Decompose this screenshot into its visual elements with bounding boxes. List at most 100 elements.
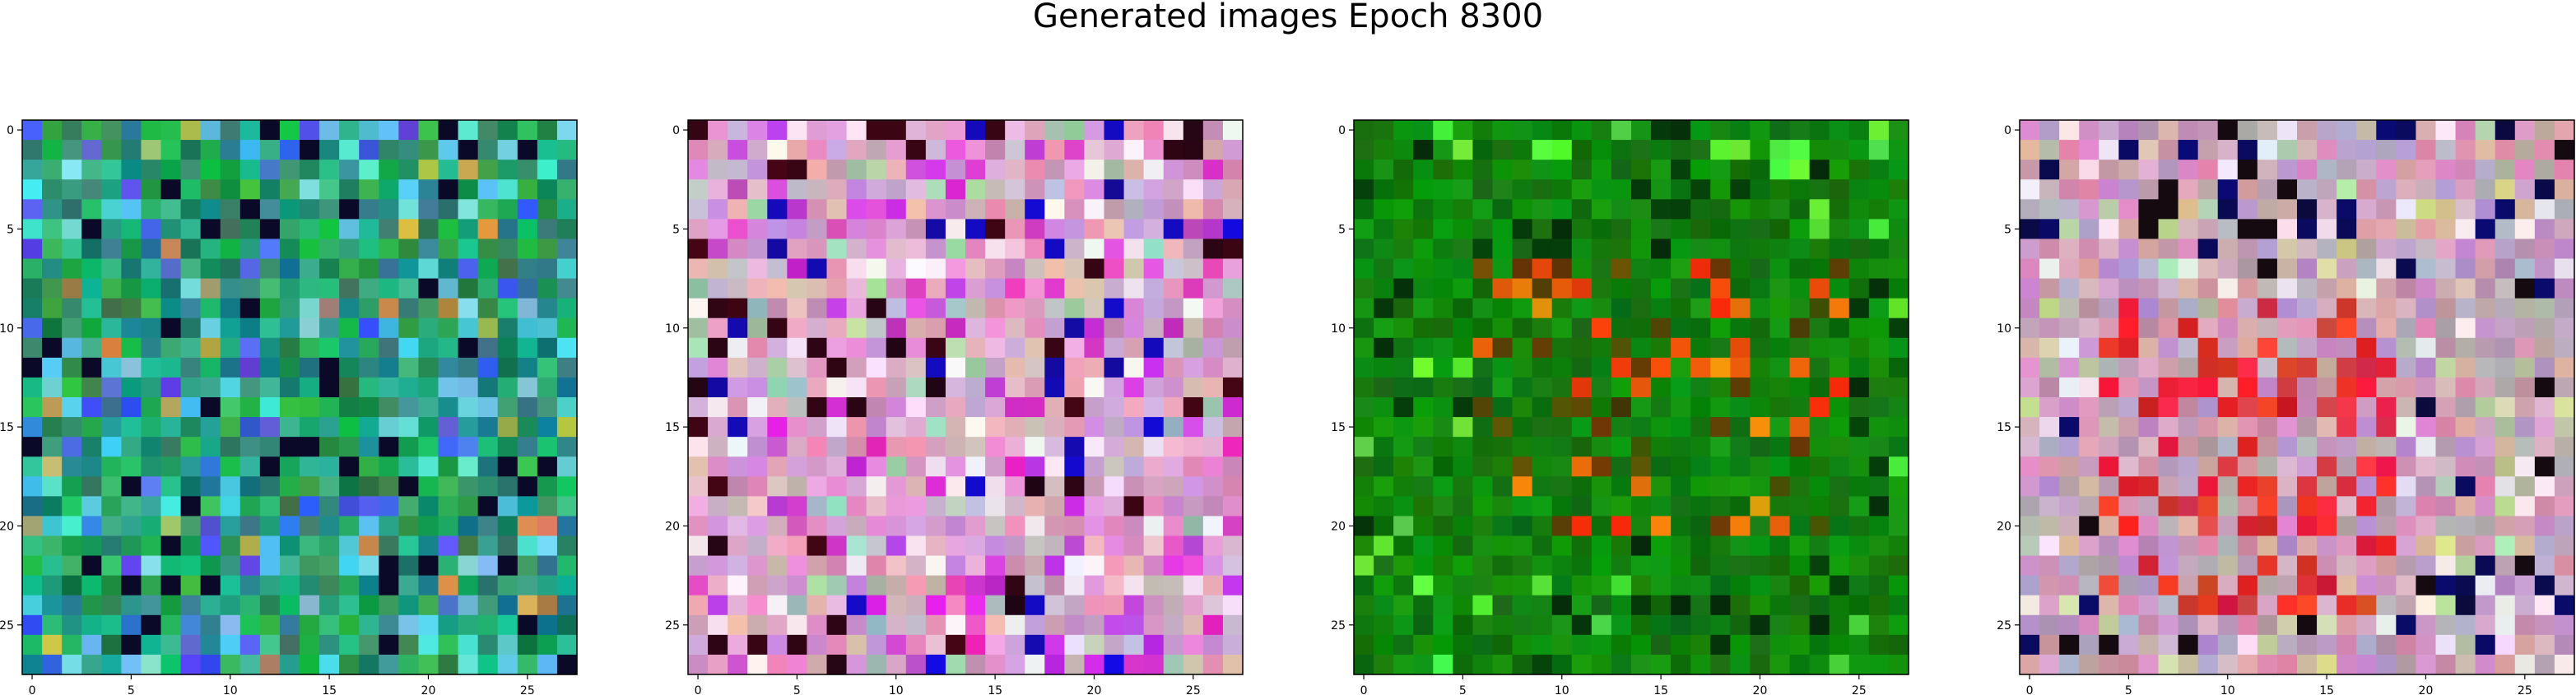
pixel-cell [1005, 160, 1025, 180]
pixel-cell [866, 456, 887, 477]
pixel-cell [826, 199, 848, 220]
pixel-cell [1848, 357, 1870, 378]
pixel-cell [556, 397, 578, 418]
pixel-cell [497, 120, 518, 141]
pixel-cell [886, 397, 907, 418]
pixel-cell [2435, 595, 2457, 616]
pixel-cell [1868, 278, 1890, 299]
pixel-cell [2416, 199, 2437, 220]
pixel-cell [458, 377, 479, 398]
pixel-cell [2059, 456, 2080, 477]
pixel-cell [1492, 555, 1514, 577]
pixel-cell [438, 575, 459, 596]
pixel-cell [458, 575, 479, 596]
pixel-cell [2079, 179, 2099, 200]
pixel-cell [1025, 516, 1045, 537]
pixel-cell [1374, 535, 1394, 557]
pixel-cell [2356, 496, 2377, 517]
pixel-cell [925, 199, 946, 220]
pixel-cell [2514, 476, 2536, 497]
pixel-cell [1354, 278, 1374, 299]
pixel-cell [1044, 239, 1065, 260]
pixel-cell [1104, 199, 1125, 220]
pixel-cell [62, 535, 82, 557]
pixel-cell [1591, 179, 1612, 200]
pixel-cell [866, 179, 887, 200]
pixel-cell [2534, 555, 2555, 577]
pixel-cell [2396, 160, 2417, 180]
pixel-cell [1202, 535, 1224, 557]
pixel-cell [787, 437, 808, 457]
pixel-cell [180, 199, 202, 220]
pixel-cell [2317, 140, 2337, 160]
pixel-cell [945, 575, 966, 596]
pixel-cell [1868, 120, 1890, 141]
pixel-cell [556, 160, 578, 180]
pixel-cell [418, 397, 439, 418]
pixel-cell [2297, 437, 2318, 457]
pixel-cell [220, 199, 241, 220]
pixel-cell [886, 555, 907, 577]
pixel-cell [1651, 575, 1672, 596]
pixel-cell [2059, 160, 2080, 180]
pixel-cell [1730, 535, 1751, 557]
pixel-cell [300, 298, 320, 319]
pixel-cell [2416, 595, 2437, 616]
pixel-cell [1690, 456, 1711, 477]
x-tick-label: 0 [695, 684, 702, 695]
pixel-cell [319, 575, 340, 596]
pixel-cell [1374, 278, 1394, 299]
pixel-cell [101, 160, 122, 180]
pixel-cell [1512, 140, 1533, 160]
pixel-cell [180, 496, 202, 517]
pixel-cell [2276, 199, 2298, 220]
pixel-cell [1671, 654, 1691, 675]
pixel-cell [1611, 357, 1632, 378]
pixel-cell [866, 298, 887, 319]
pixel-cell [2337, 317, 2357, 339]
pixel-cell [1710, 278, 1731, 299]
pixel-cell [556, 437, 578, 457]
pixel-cell [359, 377, 379, 398]
pixel-cell [2059, 476, 2080, 497]
pixel-cell [2099, 298, 2119, 319]
pixel-cell [1005, 476, 1025, 497]
pixel-cell [846, 654, 867, 675]
pixel-cell [905, 437, 927, 457]
pixel-cell [220, 575, 241, 596]
pixel-cell [339, 516, 360, 537]
pixel-cell [42, 317, 63, 339]
pixel-cell [2039, 555, 2060, 577]
pixel-cell [1433, 634, 1453, 656]
pixel-cell [1202, 219, 1224, 240]
pixel-cell [747, 120, 768, 141]
pixel-cell [2495, 199, 2516, 220]
pixel-cell [2297, 278, 2318, 299]
pixel-cell [1202, 120, 1224, 141]
pixel-cell [905, 179, 927, 200]
pixel-cell [1104, 179, 1125, 200]
pixel-cell [220, 179, 241, 200]
pixel-cell [22, 298, 43, 319]
pixel-cell [438, 614, 459, 636]
pixel-cell [556, 417, 578, 438]
pixel-cell [1888, 516, 1909, 537]
pixel-cell [1354, 120, 1374, 141]
pixel-cell [319, 239, 340, 260]
pixel-cell [1143, 555, 1165, 577]
pixel-cell [220, 614, 241, 636]
pixel-cell [1492, 317, 1514, 339]
pixel-cell [379, 278, 399, 299]
pixel-cell [945, 437, 966, 457]
pixel-cell [945, 140, 966, 160]
pixel-cell [965, 417, 986, 438]
pixel-cell [42, 140, 63, 160]
pixel-cell [2197, 654, 2219, 675]
pixel-cell [688, 377, 709, 398]
pixel-cell [279, 317, 300, 339]
pixel-cell [1868, 298, 1890, 319]
pixel-cell [965, 278, 986, 299]
pixel-cell [985, 397, 1006, 418]
pixel-cell [1044, 614, 1065, 636]
pixel-cell [220, 160, 241, 180]
